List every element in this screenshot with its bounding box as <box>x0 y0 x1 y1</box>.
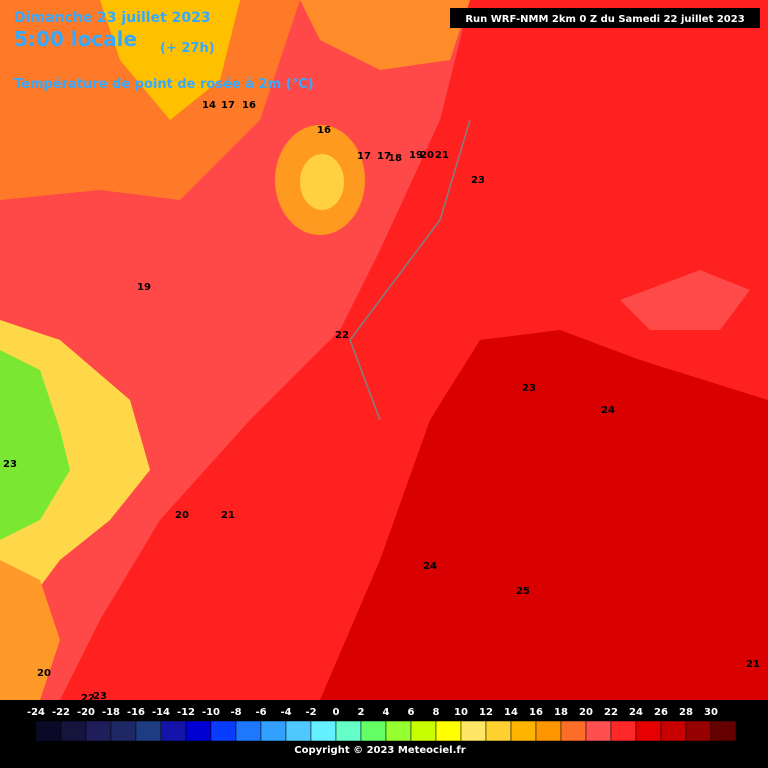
legend-tick-label: 18 <box>554 707 568 718</box>
copyright: Copyright © 2023 Meteociel.fr <box>294 745 465 756</box>
legend-tick-label: 12 <box>479 707 493 718</box>
contour-label: 18 <box>388 153 402 164</box>
lead-label: (+ 27h) <box>160 41 215 56</box>
legend-swatch <box>210 720 237 742</box>
legend-tick-label: -18 <box>102 707 120 718</box>
run-label: Run WRF-NMM 2km 0 Z du Samedi 22 juillet… <box>465 14 744 25</box>
contour-label: 16 <box>317 125 331 136</box>
legend-tick-label: 4 <box>383 707 390 718</box>
legend-tick-label: -4 <box>280 707 291 718</box>
legend-swatch <box>435 720 462 742</box>
contour-label: 19 <box>409 150 423 161</box>
legend-tick-label: -16 <box>127 707 145 718</box>
field-region <box>300 0 470 70</box>
legend-swatch <box>235 720 262 742</box>
legend-tick-label: 10 <box>454 707 468 718</box>
legend-tick-label: 6 <box>408 707 415 718</box>
legend-swatch <box>510 720 537 742</box>
contour-label: 16 <box>242 100 256 111</box>
contour-label: 20 <box>175 510 189 521</box>
contour-label: 23 <box>3 459 17 470</box>
legend-swatch <box>335 720 362 742</box>
legend-tick-label: -12 <box>177 707 195 718</box>
legend-tick-label: 14 <box>504 707 518 718</box>
contour-label: 20 <box>37 668 51 679</box>
legend-swatch <box>610 720 637 742</box>
legend-swatch <box>660 720 687 742</box>
legend-tick-label: 22 <box>604 707 618 718</box>
field-region <box>100 0 240 120</box>
contour-label: 19 <box>137 282 151 293</box>
field-region <box>320 330 768 700</box>
legend-swatch <box>185 720 212 742</box>
legend-swatch <box>160 720 187 742</box>
field-region <box>0 350 70 540</box>
legend-tick-label: 26 <box>654 707 668 718</box>
legend-tick-label: -24 <box>27 707 45 718</box>
legend-swatch <box>410 720 437 742</box>
legend-swatch <box>360 720 387 742</box>
legend-swatch <box>110 720 137 742</box>
legend-tick-label: 30 <box>704 707 718 718</box>
border-line <box>349 119 471 421</box>
legend-tick-label: -6 <box>255 707 266 718</box>
legend-tick-label: 2 <box>358 707 365 718</box>
contour-label: 23 <box>93 691 107 702</box>
parameter-label: Température de point de rosée à 2m (°C) <box>14 77 314 92</box>
contour-label: 14 <box>202 100 216 111</box>
legend-tick-label: 28 <box>679 707 693 718</box>
contour-label: 22 <box>81 693 95 704</box>
legend-tick-label: -22 <box>52 707 70 718</box>
legend-tick-label: 24 <box>629 707 643 718</box>
contour-label: 17 <box>377 151 391 162</box>
legend-swatch <box>485 720 512 742</box>
contour-label: 20 <box>420 150 434 161</box>
legend-swatch <box>535 720 562 742</box>
legend-tick-label: 16 <box>529 707 543 718</box>
contour-label: 23 <box>522 383 536 394</box>
legend-swatch <box>585 720 612 742</box>
legend-swatch <box>560 720 587 742</box>
legend-swatch <box>635 720 662 742</box>
legend-tick-label: -8 <box>230 707 241 718</box>
date-label: Dimanche 23 juillet 2023 <box>14 10 211 26</box>
contour-label: 22 <box>335 330 349 341</box>
contour-label: 24 <box>601 405 615 416</box>
contour-label: 17 <box>357 151 371 162</box>
contour-label: 21 <box>435 150 449 161</box>
legend-swatch <box>285 720 312 742</box>
contour-label: 21 <box>221 510 235 521</box>
legend-tick-label: 8 <box>433 707 440 718</box>
contour-label: 21 <box>746 659 760 670</box>
field-region <box>0 560 60 700</box>
legend-swatch <box>260 720 287 742</box>
legend-tick-label: 0 <box>333 707 340 718</box>
contour-label: 23 <box>471 175 485 186</box>
legend-swatch <box>710 720 737 742</box>
legend-swatch <box>135 720 162 742</box>
legend-swatch <box>460 720 487 742</box>
legend-tick-label: -20 <box>77 707 95 718</box>
contour-label: 25 <box>516 586 530 597</box>
time-label: 5:00 locale <box>14 27 137 51</box>
legend-tick-label: -10 <box>202 707 220 718</box>
run-banner <box>450 8 760 28</box>
legend-swatch <box>685 720 712 742</box>
field-region <box>300 154 344 210</box>
legend-swatch <box>60 720 87 742</box>
legend-swatch <box>310 720 337 742</box>
legend-swatch <box>85 720 112 742</box>
legend-swatch <box>385 720 412 742</box>
contour-label: 17 <box>221 100 235 111</box>
contour-label: 24 <box>423 561 437 572</box>
field-region <box>620 270 750 330</box>
legend-tick-label: -2 <box>305 707 316 718</box>
legend-tick-label: -14 <box>152 707 170 718</box>
legend-swatch <box>35 720 62 742</box>
legend-tick-label: 20 <box>579 707 593 718</box>
